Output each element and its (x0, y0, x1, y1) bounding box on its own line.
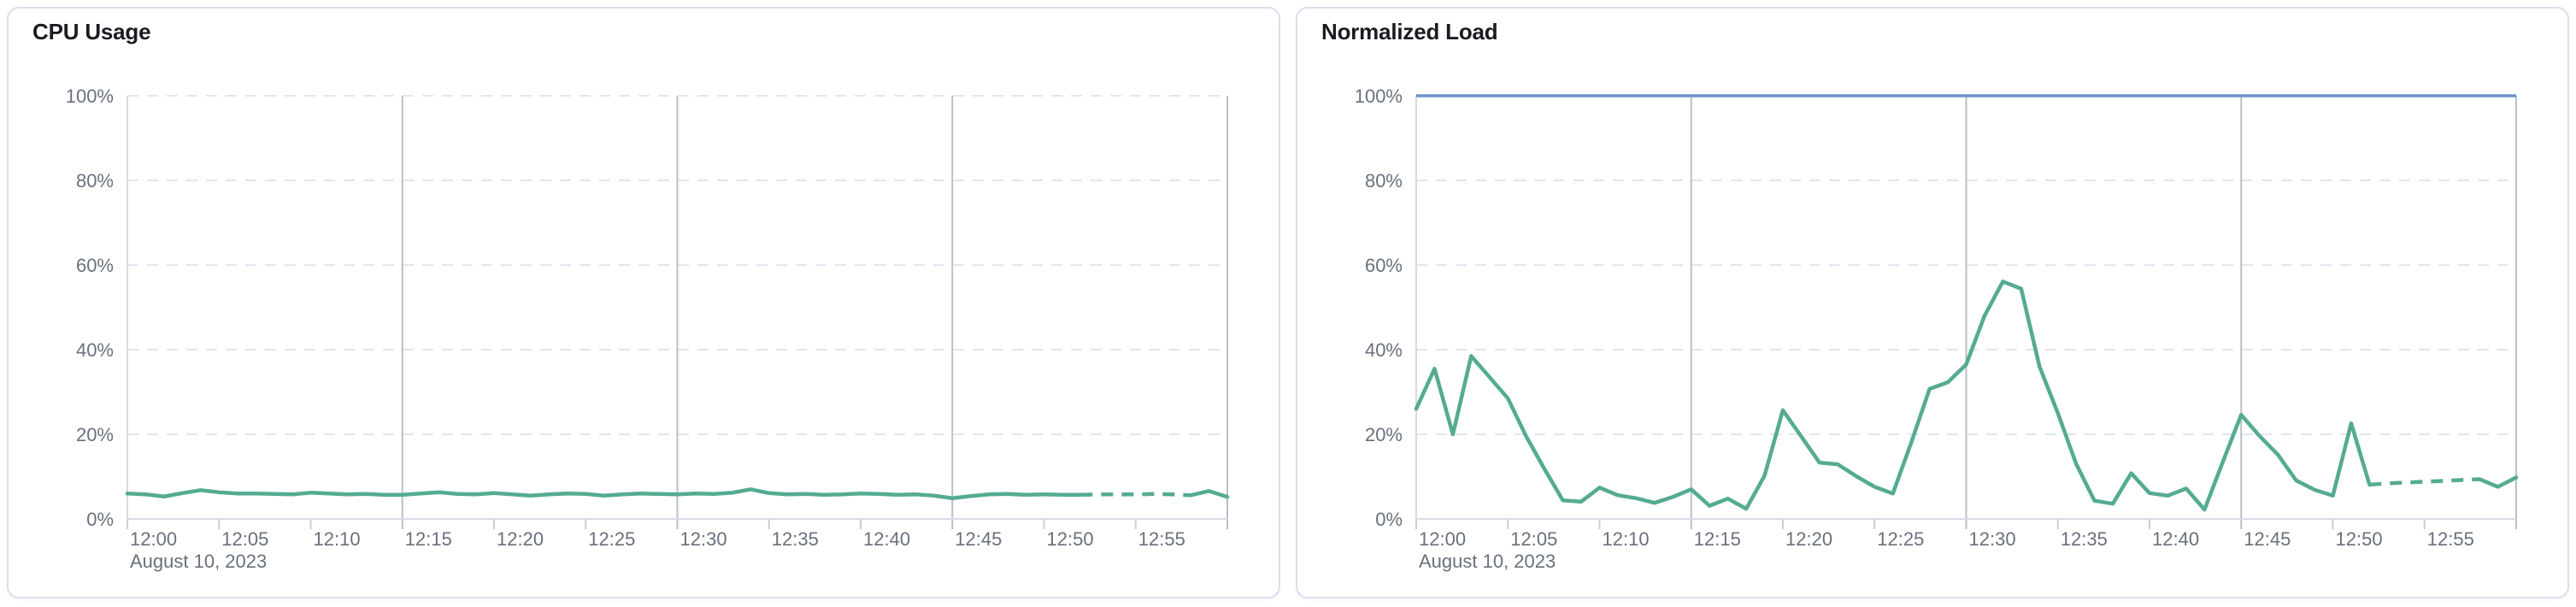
x-tick-label: 12:35 (772, 528, 819, 550)
cpu-usage-panel-title: CPU Usage (32, 19, 151, 44)
x-tick-label: 12:55 (1138, 528, 1185, 550)
x-axis-date-label: August 10, 2023 (1419, 551, 1556, 572)
normalized-load-chart[interactable]: 0% 20% 40% 60% 80% 100% 12:00 12:05 12:10 12:15 12… (1297, 9, 2567, 597)
y-tick-label: 20% (1365, 424, 1403, 445)
x-tick-label: 12:10 (1603, 528, 1650, 550)
cpu-usage-percent-line-dashed (1080, 492, 1191, 498)
y-tick-label: 20% (76, 424, 114, 445)
x-tick-label: 12:10 (314, 528, 361, 550)
x-tick-label: 12:25 (588, 528, 635, 550)
normalized-load-panel-title: Normalized Load (1321, 19, 1498, 44)
x-tick-label: 12:50 (1047, 528, 1094, 550)
y-tick-label: 0% (86, 509, 114, 530)
normalized-load-percent-line-solid (1414, 280, 2372, 512)
cpu-usage-chart[interactable]: 0% 20% 40% 60% 80% 100% 12:00 12:05 12:10 12:15 12… (9, 9, 1279, 597)
x-tick-label: 12:55 (2427, 528, 2474, 550)
x-tick-label: 12:45 (2244, 528, 2291, 550)
y-tick-label: 60% (76, 255, 114, 276)
cpu-usage-panel: CPU Usage 0% 20% 40% 60% 80% 100% 12:00 12:05 12… (7, 7, 1280, 598)
x-tick-label: 12:15 (1694, 528, 1741, 550)
y-tick-label: 0% (1375, 509, 1403, 530)
y-tick-label: 40% (76, 339, 114, 361)
x-tick-label: 12:30 (1969, 528, 2016, 550)
x-tick-label: 12:40 (2152, 528, 2199, 550)
x-tick-label: 12:45 (955, 528, 1002, 550)
y-tick-label: 100% (1355, 85, 1403, 107)
x-tick-label: 12:20 (497, 528, 544, 550)
x-tick-label: 12:30 (680, 528, 727, 550)
y-tick-label: 60% (1365, 255, 1403, 276)
x-tick-label: 12:35 (2061, 528, 2108, 550)
x-tick-label: 12:05 (221, 528, 268, 550)
y-tick-label: 80% (1365, 170, 1403, 192)
y-tick-label: 40% (1365, 339, 1403, 361)
x-tick-label: 12:40 (863, 528, 910, 550)
y-tick-label: 100% (66, 85, 114, 107)
cpu-usage-percent-line-solid (1188, 489, 1230, 499)
cpu-usage-percent-line-solid (125, 487, 1083, 500)
x-tick-label: 12:50 (2336, 528, 2383, 550)
normalized-load-percent-line-dashed (2369, 477, 2480, 487)
x-tick-label: 12:25 (1877, 528, 1924, 550)
x-tick-label: 12:00 (1419, 528, 1466, 550)
x-tick-label: 12:05 (1510, 528, 1557, 550)
x-tick-label: 12:15 (405, 528, 452, 550)
y-tick-label: 80% (76, 170, 114, 192)
normalized-load-percent-line-solid (2477, 475, 2519, 489)
x-tick-label: 12:20 (1785, 528, 1832, 550)
normalized-load-panel: Normalized Load 0% 20% 40% 60% 80% 100% 12:00 1… (1296, 7, 2569, 598)
x-tick-label: 12:00 (130, 528, 177, 550)
x-axis-date-label: August 10, 2023 (130, 551, 267, 572)
